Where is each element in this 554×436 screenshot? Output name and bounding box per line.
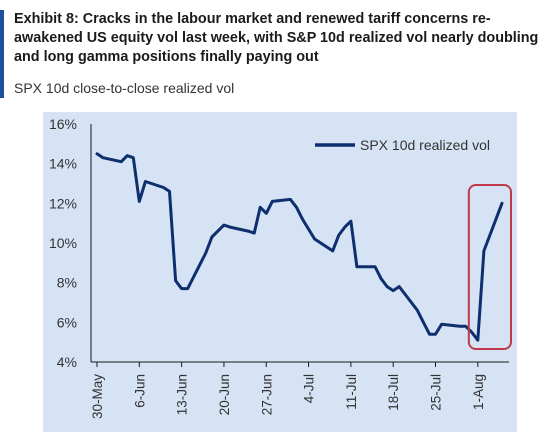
x-tick-label: 4-Jul bbox=[302, 374, 317, 403]
data-point bbox=[265, 212, 268, 215]
data-point bbox=[186, 287, 189, 290]
chart-subtitle: SPX 10d close-to-close realized vol bbox=[14, 80, 235, 96]
data-point bbox=[168, 190, 171, 193]
x-tick-label: 6-Jun bbox=[132, 374, 147, 408]
data-point bbox=[289, 198, 292, 201]
data-point bbox=[500, 202, 504, 205]
data-point bbox=[331, 249, 334, 253]
data-point bbox=[385, 285, 389, 288]
y-tick-label: 10% bbox=[49, 235, 77, 251]
data-point bbox=[210, 235, 214, 239]
data-point bbox=[162, 186, 165, 189]
data-point bbox=[416, 309, 419, 312]
data-point bbox=[476, 338, 480, 342]
title-accent-bar bbox=[0, 10, 4, 98]
data-point bbox=[434, 333, 437, 336]
data-point bbox=[132, 156, 135, 159]
data-point bbox=[440, 323, 443, 326]
data-point bbox=[313, 237, 316, 241]
data-point bbox=[482, 249, 486, 253]
x-tick-label: 1-Aug bbox=[471, 374, 486, 410]
x-tick-label: 30-May bbox=[90, 374, 105, 419]
data-point bbox=[428, 333, 431, 336]
data-point bbox=[222, 223, 226, 227]
y-tick-label: 16% bbox=[49, 116, 77, 132]
data-point bbox=[228, 225, 232, 229]
data-point bbox=[422, 321, 425, 324]
y-tick-label: 14% bbox=[49, 156, 77, 172]
data-point bbox=[174, 279, 177, 282]
data-point bbox=[259, 206, 262, 209]
data-point bbox=[95, 152, 99, 155]
data-point bbox=[373, 265, 377, 268]
data-point bbox=[398, 285, 401, 288]
data-point bbox=[180, 287, 183, 290]
x-tick-label: 13-Jun bbox=[175, 374, 190, 415]
data-point bbox=[204, 251, 208, 255]
y-tick-label: 8% bbox=[57, 275, 77, 291]
exhibit-title: Exhibit 8: Cracks in the labour market a… bbox=[14, 11, 539, 65]
data-point bbox=[458, 325, 461, 328]
x-tick-label: 11-Jul bbox=[344, 374, 359, 410]
data-point bbox=[271, 200, 274, 203]
y-tick-label: 12% bbox=[49, 195, 77, 211]
data-point bbox=[246, 229, 250, 233]
highlight-box bbox=[467, 184, 512, 350]
x-tick-label: 25-Jul bbox=[429, 374, 444, 411]
data-point bbox=[119, 160, 123, 163]
y-tick-label: 6% bbox=[57, 314, 77, 330]
plot-background bbox=[43, 112, 517, 432]
x-tick-label: 18-Jul bbox=[386, 374, 401, 411]
data-point bbox=[101, 156, 105, 159]
series-line-spx-10d-realized-vol bbox=[95, 152, 504, 342]
data-point bbox=[379, 277, 383, 280]
data-point bbox=[470, 331, 473, 334]
legend-label: SPX 10d realized vol bbox=[360, 137, 490, 153]
data-point bbox=[349, 219, 353, 223]
data-point bbox=[295, 206, 298, 209]
x-tick-label: 27-Jun bbox=[259, 374, 274, 415]
data-point bbox=[144, 180, 147, 183]
data-point bbox=[343, 225, 347, 229]
data-point bbox=[138, 200, 141, 203]
chart-container: 4% 6% 8% 10% 12% 14% 16% 30-May 6-Jun 13-Jun 20-Ju… bbox=[43, 112, 517, 432]
y-tick-label: 4% bbox=[57, 354, 77, 370]
data-point bbox=[252, 231, 256, 235]
data-point bbox=[126, 154, 129, 157]
data-point bbox=[301, 218, 304, 221]
data-point bbox=[337, 233, 340, 237]
x-tick-label: 20-Jun bbox=[217, 374, 232, 415]
line-chart: 4% 6% 8% 10% 12% 14% 16% 30-May 6-Jun 13-Jun 20-Ju… bbox=[43, 112, 517, 432]
data-point bbox=[355, 265, 359, 268]
data-point bbox=[391, 289, 395, 292]
data-point bbox=[464, 325, 467, 328]
